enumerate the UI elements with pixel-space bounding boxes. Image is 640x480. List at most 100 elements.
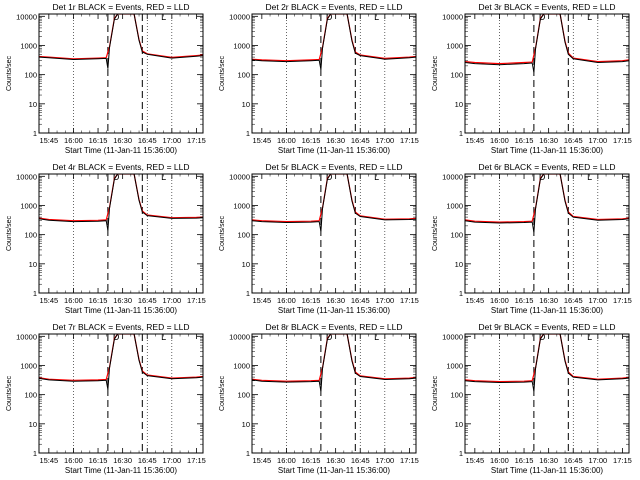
x-tick-label: 16:45 <box>138 136 157 145</box>
plot-frame <box>251 13 417 134</box>
annotation-label: L <box>374 12 379 22</box>
x-tick-label: 16:00 <box>64 456 83 465</box>
y-tick-label: 10 <box>29 100 37 109</box>
x-tick-label: 16:45 <box>564 456 583 465</box>
x-tick-label: 15:45 <box>252 456 271 465</box>
y-tick-label: 10000 <box>442 172 463 181</box>
y-tick-label: 10000 <box>229 12 250 21</box>
y-tick-label: 10 <box>29 420 37 429</box>
series-line-lld <box>465 14 629 65</box>
series-line-lld <box>252 334 416 382</box>
y-tick-label: 100 <box>450 391 463 400</box>
y-tick-label: 1 <box>246 449 250 458</box>
y-tick-label: 1000 <box>20 41 37 50</box>
series-line-lld <box>465 334 629 383</box>
y-tick-label: 1000 <box>446 201 463 210</box>
x-axis-label: Start Time (11-Jan-11 15:36:00) <box>65 306 178 315</box>
y-axis-label: Counts/sec <box>219 55 226 91</box>
y-tick-label: 10000 <box>16 172 37 181</box>
x-tick-label: 17:00 <box>375 296 394 305</box>
annotation-label: L <box>587 12 592 22</box>
annotation-label: L <box>587 332 592 342</box>
y-tick-label: 100 <box>237 391 250 400</box>
panel-title: Det 7r BLACK = Events, RED = LLD <box>52 322 189 332</box>
y-tick-label: 10 <box>242 260 250 269</box>
x-tick-label: 15:45 <box>39 296 58 305</box>
x-tick-label: 15:45 <box>252 136 271 145</box>
y-tick-label: 10 <box>455 100 463 109</box>
x-tick-label: 16:15 <box>89 136 108 145</box>
annotation-label: L <box>161 332 166 342</box>
x-tick-label: 16:00 <box>490 456 509 465</box>
y-tick-label: 1 <box>33 129 37 138</box>
x-tick-label: 17:00 <box>162 296 181 305</box>
series-line-lld <box>39 334 203 381</box>
panel-title: Det 1r BLACK = Events, RED = LLD <box>52 2 189 12</box>
plot-frame <box>38 13 204 134</box>
series-line-events <box>465 14 629 73</box>
y-tick-label: 100 <box>237 71 250 80</box>
series-line-events <box>252 14 416 70</box>
x-tick-label: 16:00 <box>64 296 83 305</box>
x-tick-label: 16:00 <box>64 136 83 145</box>
panel-title: Det 5r BLACK = Events, RED = LLD <box>265 162 402 172</box>
x-tick-label: 16:30 <box>113 296 132 305</box>
series-line-lld <box>252 174 416 223</box>
x-tick-label: 17:15 <box>613 456 632 465</box>
y-axis-label: Counts/sec <box>432 215 439 251</box>
panel-title: Det 6r BLACK = Events, RED = LLD <box>478 162 615 172</box>
y-tick-label: 1 <box>33 289 37 298</box>
y-tick-label: 1 <box>459 449 463 458</box>
y-axis-label: Counts/sec <box>219 215 226 251</box>
annotation-label: L <box>161 172 166 182</box>
x-tick-label: 15:45 <box>39 136 58 145</box>
y-tick-label: 10000 <box>229 172 250 181</box>
x-tick-label: 16:45 <box>138 296 157 305</box>
y-tick-label: 1000 <box>233 41 250 50</box>
x-tick-label: 16:45 <box>564 136 583 145</box>
series-line-events <box>252 174 416 232</box>
y-tick-label: 10 <box>29 260 37 269</box>
x-tick-label: 16:15 <box>515 296 534 305</box>
x-tick-label: 17:00 <box>375 136 394 145</box>
series-line-events <box>252 334 416 392</box>
y-tick-label: 1 <box>33 449 37 458</box>
y-tick-label: 100 <box>450 71 463 80</box>
x-tick-label: 16:15 <box>302 136 321 145</box>
x-axis-label: Start Time (11-Jan-11 15:36:00) <box>278 146 391 155</box>
y-tick-label: 1 <box>459 129 463 138</box>
x-tick-label: 15:45 <box>252 296 271 305</box>
y-tick-label: 10 <box>455 420 463 429</box>
annotation-label: L <box>587 172 592 182</box>
y-tick-label: 100 <box>24 231 37 240</box>
y-tick-label: 100 <box>24 391 37 400</box>
x-tick-label: 17:00 <box>588 456 607 465</box>
series-line-events <box>465 174 629 233</box>
y-tick-label: 10000 <box>16 332 37 341</box>
y-tick-label: 10 <box>242 420 250 429</box>
x-tick-label: 16:15 <box>302 296 321 305</box>
annotation-label: L <box>374 172 379 182</box>
y-tick-label: 1 <box>246 289 250 298</box>
y-axis-label: Counts/sec <box>6 55 13 91</box>
plot-frame <box>38 173 204 294</box>
x-tick-label: 16:30 <box>113 456 132 465</box>
series-line-events <box>39 14 203 69</box>
x-tick-label: 15:45 <box>39 456 58 465</box>
x-tick-label: 16:45 <box>564 296 583 305</box>
x-tick-label: 16:45 <box>138 456 157 465</box>
y-tick-label: 1000 <box>446 361 463 370</box>
y-axis-label: Counts/sec <box>6 375 13 411</box>
x-axis-label: Start Time (11-Jan-11 15:36:00) <box>278 306 391 315</box>
y-tick-label: 10000 <box>442 12 463 21</box>
y-tick-label: 10000 <box>442 332 463 341</box>
x-axis-label: Start Time (11-Jan-11 15:36:00) <box>65 466 178 475</box>
y-tick-label: 10000 <box>229 332 250 341</box>
y-axis-label: Counts/sec <box>432 55 439 91</box>
x-axis-label: Start Time (11-Jan-11 15:36:00) <box>491 466 604 475</box>
series-line-lld <box>39 174 203 222</box>
y-tick-label: 10 <box>242 100 250 109</box>
